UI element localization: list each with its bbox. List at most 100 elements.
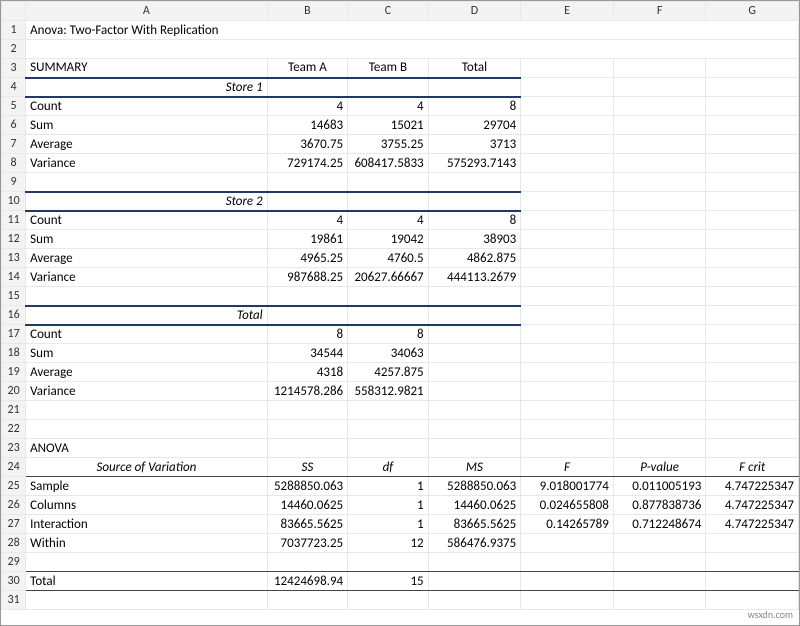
- anova-header[interactable]: P-value: [613, 458, 706, 477]
- cell[interactable]: [706, 97, 799, 116]
- cell[interactable]: [26, 401, 268, 420]
- cell[interactable]: [706, 306, 799, 325]
- cell[interactable]: [521, 344, 614, 363]
- cell[interactable]: [706, 268, 799, 287]
- cell[interactable]: [706, 230, 799, 249]
- cell[interactable]: [706, 363, 799, 382]
- cell[interactable]: [613, 287, 706, 306]
- cell[interactable]: [521, 420, 614, 439]
- cell[interactable]: [706, 382, 799, 401]
- cell[interactable]: Variance: [26, 268, 268, 287]
- cell[interactable]: 29704: [428, 116, 521, 135]
- cell[interactable]: 5288850.063: [267, 477, 348, 496]
- row-header[interactable]: 21: [2, 401, 26, 420]
- cell[interactable]: [521, 325, 614, 344]
- cell[interactable]: 0.14265789: [521, 515, 614, 534]
- col-header[interactable]: G: [706, 2, 799, 21]
- cell[interactable]: 4257.875: [348, 363, 429, 382]
- row-header[interactable]: 26: [2, 496, 26, 515]
- cell[interactable]: [348, 306, 429, 325]
- cell[interactable]: [428, 325, 521, 344]
- cell[interactable]: 19042: [348, 230, 429, 249]
- cell[interactable]: [521, 211, 614, 230]
- cell[interactable]: [706, 344, 799, 363]
- cell[interactable]: Count: [26, 97, 268, 116]
- cell[interactable]: [521, 591, 614, 610]
- cell[interactable]: [428, 420, 521, 439]
- cell[interactable]: [428, 78, 521, 97]
- cell[interactable]: [267, 439, 348, 458]
- cell[interactable]: [348, 78, 429, 97]
- cell[interactable]: 729174.25: [267, 154, 348, 173]
- cell[interactable]: [428, 401, 521, 420]
- row-header[interactable]: 2: [2, 40, 26, 59]
- row-header[interactable]: 20: [2, 382, 26, 401]
- row-header[interactable]: 18: [2, 344, 26, 363]
- cell[interactable]: [348, 192, 429, 211]
- cell[interactable]: [613, 173, 706, 192]
- cell[interactable]: [521, 553, 614, 572]
- cell[interactable]: 575293.7143: [428, 154, 521, 173]
- cell[interactable]: [267, 306, 348, 325]
- row-header[interactable]: 16: [2, 306, 26, 325]
- cell[interactable]: Sum: [26, 116, 268, 135]
- cell[interactable]: 14683: [267, 116, 348, 135]
- cell[interactable]: 3755.25: [348, 135, 429, 154]
- cell[interactable]: [428, 173, 521, 192]
- anova-header[interactable]: SS: [267, 458, 348, 477]
- cell[interactable]: [521, 173, 614, 192]
- cell[interactable]: 83665.5625: [267, 515, 348, 534]
- anova-header[interactable]: MS: [428, 458, 521, 477]
- cell[interactable]: 987688.25: [267, 268, 348, 287]
- cell[interactable]: Columns: [26, 496, 268, 515]
- cell[interactable]: 586476.9375: [428, 534, 521, 553]
- cell[interactable]: [613, 534, 706, 553]
- cell[interactable]: 4.747225347: [706, 496, 799, 515]
- cell[interactable]: [613, 439, 706, 458]
- cell[interactable]: [706, 420, 799, 439]
- summary-label[interactable]: SUMMARY: [26, 59, 268, 78]
- cell[interactable]: Variance: [26, 154, 268, 173]
- cell[interactable]: Sum: [26, 230, 268, 249]
- cell[interactable]: Total: [428, 59, 521, 78]
- cell[interactable]: [613, 591, 706, 610]
- cell[interactable]: [521, 287, 614, 306]
- cell[interactable]: [613, 192, 706, 211]
- cell[interactable]: Within: [26, 534, 268, 553]
- cell[interactable]: 1: [348, 515, 429, 534]
- cell[interactable]: [613, 382, 706, 401]
- cell[interactable]: [521, 59, 614, 78]
- cell[interactable]: [428, 344, 521, 363]
- anova-header[interactable]: F crit: [706, 458, 799, 477]
- col-header-row[interactable]: A B C D E F G: [2, 2, 799, 21]
- cell[interactable]: Sum: [26, 344, 268, 363]
- cell[interactable]: 14460.0625: [267, 496, 348, 515]
- cell[interactable]: [706, 211, 799, 230]
- cell[interactable]: 15021: [348, 116, 429, 135]
- col-header[interactable]: F: [613, 2, 706, 21]
- cell[interactable]: [706, 401, 799, 420]
- row-header[interactable]: 31: [2, 591, 26, 610]
- col-header[interactable]: D: [428, 2, 521, 21]
- cell[interactable]: [267, 401, 348, 420]
- cell[interactable]: 0.712248674: [613, 515, 706, 534]
- cell[interactable]: [428, 382, 521, 401]
- cell[interactable]: [706, 59, 799, 78]
- cell[interactable]: [348, 173, 429, 192]
- cell[interactable]: Average: [26, 363, 268, 382]
- cell[interactable]: [706, 192, 799, 211]
- row-header[interactable]: 12: [2, 230, 26, 249]
- cell[interactable]: 34063: [348, 344, 429, 363]
- cell[interactable]: [428, 306, 521, 325]
- cell[interactable]: [613, 154, 706, 173]
- cell[interactable]: 4965.25: [267, 249, 348, 268]
- row-header[interactable]: 4: [2, 78, 26, 97]
- cell[interactable]: 3713: [428, 135, 521, 154]
- cell[interactable]: [613, 97, 706, 116]
- row-header[interactable]: 1: [2, 21, 26, 40]
- cell[interactable]: 8: [348, 325, 429, 344]
- row-header[interactable]: 3: [2, 59, 26, 78]
- row-header[interactable]: 24: [2, 458, 26, 477]
- row-header[interactable]: 7: [2, 135, 26, 154]
- cell[interactable]: [521, 439, 614, 458]
